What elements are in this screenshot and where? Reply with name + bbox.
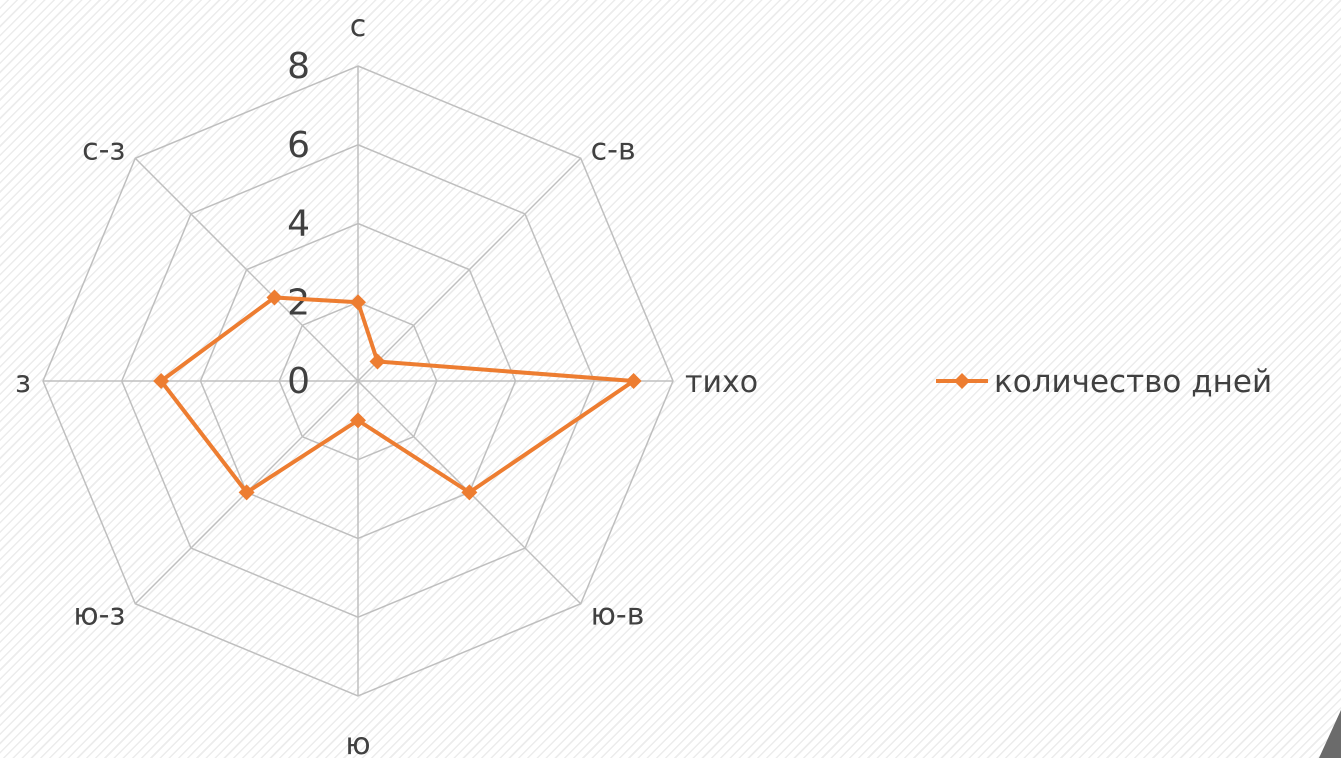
tick-label: 6 (287, 125, 310, 166)
tick-label: 2 (287, 282, 310, 323)
radar-grid (42, 65, 674, 697)
legend-label: количество дней (994, 364, 1272, 400)
data-point-marker (369, 353, 386, 370)
radial-tick-labels: 0 2 4 6 8 (287, 46, 310, 402)
legend-marker-swatch (954, 373, 970, 389)
category-label: ю-з (73, 598, 125, 633)
data-point-marker (153, 373, 170, 389)
category-label: с-в (591, 132, 636, 167)
series-line (159, 295, 636, 495)
category-label: тихо (685, 365, 758, 400)
category-label: з (15, 365, 31, 400)
data-point-marker (238, 484, 255, 501)
category-label: с-з (82, 132, 125, 167)
legend: количество дней (936, 364, 1272, 400)
tick-label: 4 (287, 204, 310, 245)
category-label: ю (345, 727, 370, 758)
tick-label: 0 (287, 361, 310, 402)
tick-label: 8 (287, 46, 310, 87)
data-point-marker (350, 294, 366, 311)
grid-spoke (357, 157, 582, 382)
data-point-marker (461, 484, 478, 501)
category-labels: с с-в тихо ю-в ю ю-з з с-з (15, 9, 758, 758)
category-label: ю-в (591, 598, 645, 633)
data-point-marker (266, 289, 283, 306)
data-point-marker (625, 373, 642, 389)
series-layer (153, 289, 642, 501)
grid-spoke (134, 157, 359, 382)
data-point-marker (350, 412, 366, 429)
slide-corner-decoration (1319, 710, 1341, 758)
category-label: с (350, 9, 367, 44)
